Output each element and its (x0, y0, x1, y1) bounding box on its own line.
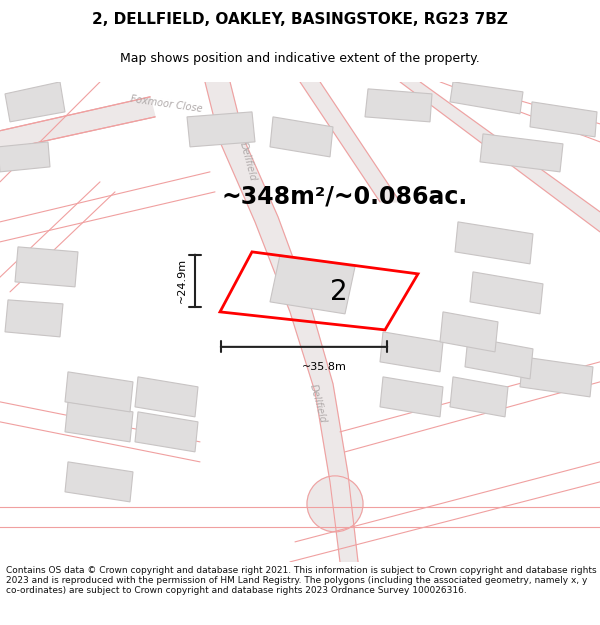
Polygon shape (300, 82, 400, 202)
Text: Map shows position and indicative extent of the property.: Map shows position and indicative extent… (120, 52, 480, 65)
Polygon shape (15, 247, 78, 287)
Text: ~24.9m: ~24.9m (177, 258, 187, 303)
Polygon shape (135, 412, 198, 452)
Polygon shape (187, 112, 255, 147)
Polygon shape (5, 300, 63, 337)
Text: Contains OS data © Crown copyright and database right 2021. This information is : Contains OS data © Crown copyright and d… (6, 566, 596, 596)
Polygon shape (440, 312, 498, 352)
Polygon shape (380, 377, 443, 417)
Text: Dellfield: Dellfield (308, 383, 328, 424)
Polygon shape (135, 377, 198, 417)
Polygon shape (400, 82, 600, 232)
Polygon shape (465, 337, 533, 379)
Polygon shape (520, 357, 593, 397)
Polygon shape (450, 377, 508, 417)
Polygon shape (65, 402, 133, 442)
Circle shape (307, 476, 363, 532)
Polygon shape (365, 89, 432, 122)
Polygon shape (530, 102, 597, 137)
Text: ~35.8m: ~35.8m (302, 362, 346, 372)
Text: Dellfield: Dellfield (238, 141, 258, 182)
Polygon shape (65, 462, 133, 502)
Polygon shape (470, 272, 543, 314)
Text: ~348m²/~0.086ac.: ~348m²/~0.086ac. (222, 185, 468, 209)
Polygon shape (65, 372, 133, 412)
Polygon shape (0, 142, 50, 172)
Polygon shape (380, 332, 443, 372)
Polygon shape (270, 117, 333, 157)
Polygon shape (450, 82, 523, 114)
Polygon shape (480, 134, 563, 172)
Polygon shape (5, 82, 65, 122)
Polygon shape (455, 222, 533, 264)
Text: 2: 2 (330, 278, 347, 306)
Polygon shape (205, 82, 358, 562)
Polygon shape (0, 97, 155, 152)
Text: 2, DELLFIELD, OAKLEY, BASINGSTOKE, RG23 7BZ: 2, DELLFIELD, OAKLEY, BASINGSTOKE, RG23 … (92, 12, 508, 27)
Text: Foxmoor Close: Foxmoor Close (130, 94, 203, 114)
Polygon shape (270, 255, 355, 314)
